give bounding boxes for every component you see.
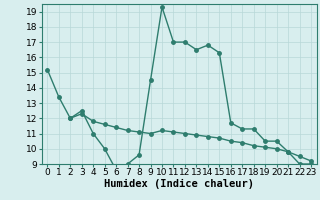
X-axis label: Humidex (Indice chaleur): Humidex (Indice chaleur) (104, 179, 254, 189)
